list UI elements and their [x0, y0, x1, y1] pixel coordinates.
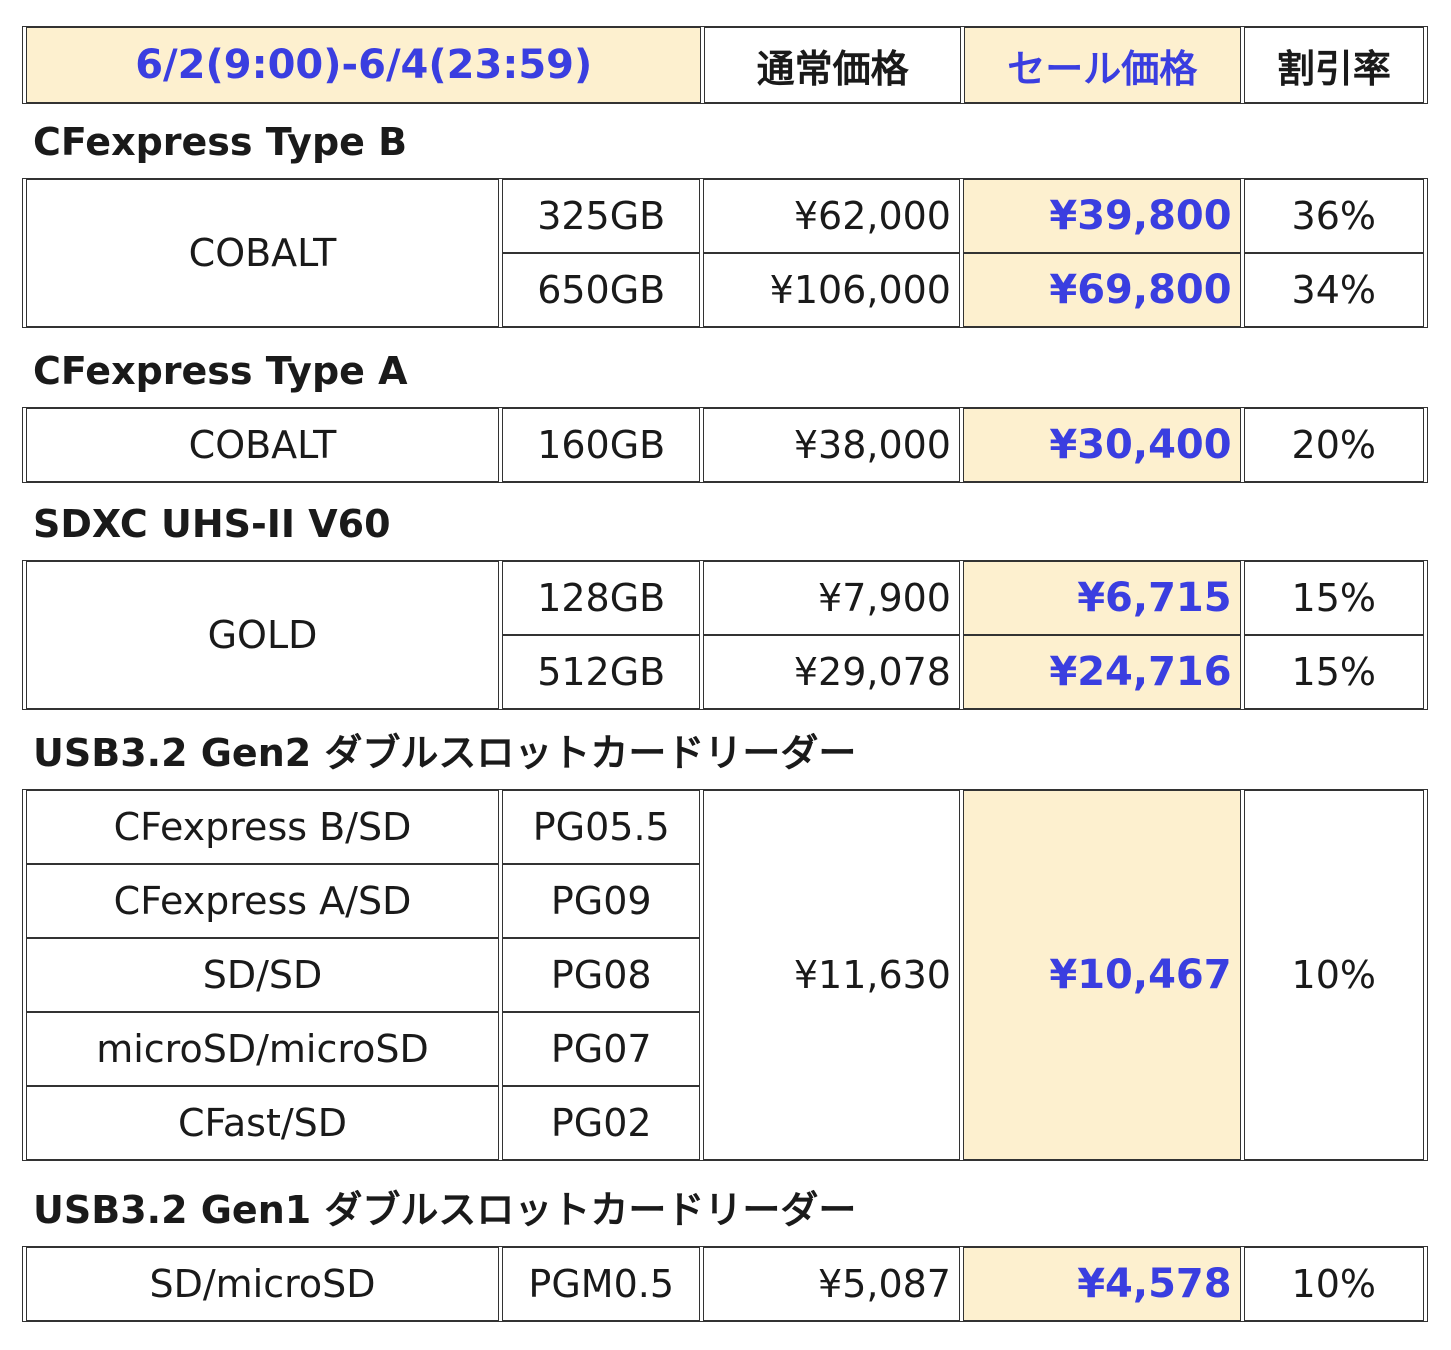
discount: 20%: [1243, 408, 1424, 482]
regular-price: ¥11,630: [703, 790, 960, 1160]
section-title-sdxc: SDXC UHS-II V60: [33, 502, 391, 546]
table-gen1-reader: SD/microSD PGM0.5 ¥5,087 ¥4,578 10%: [22, 1246, 1428, 1322]
product-name: GOLD: [26, 561, 500, 709]
table-row: microSD/microSD PG07: [26, 1012, 1424, 1086]
sale-price: ¥6,715: [962, 561, 1241, 635]
reader-type: microSD/microSD: [26, 1012, 500, 1086]
sale-price: ¥30,400: [962, 408, 1241, 482]
table-row: CFexpress B/SD PG05.5 ¥11,630 ¥10,467 10…: [26, 790, 1424, 1160]
sale-price: ¥24,716: [962, 635, 1241, 709]
table-row: SD/SD PG08: [26, 938, 1424, 1012]
regular-price: ¥62,000: [703, 179, 960, 253]
reader-type: CFexpress A/SD: [26, 864, 500, 938]
model: PG05.5: [502, 790, 701, 864]
header-sale-price: セール価格: [963, 27, 1241, 103]
sale-period: 6/2(9:00)-6/4(23:59): [26, 27, 702, 103]
model: PGM0.5: [502, 1247, 701, 1321]
section-title-cfexpress-b: CFexpress Type B: [33, 120, 408, 164]
discount: 15%: [1243, 561, 1424, 635]
section-title-gen1-reader: USB3.2 Gen1 ダブルスロットカードリーダー: [33, 1188, 857, 1232]
model: PG02: [502, 1086, 701, 1160]
table-row: COBALT 160GB ¥38,000 ¥30,400 20%: [26, 408, 1424, 482]
table-row: COBALT 325GB ¥62,000 ¥39,800 36%: [26, 179, 1424, 327]
header-discount-rate: 割引率: [1243, 27, 1424, 103]
model: PG07: [502, 1012, 701, 1086]
product-name: COBALT: [26, 179, 500, 327]
regular-price: ¥5,087: [703, 1247, 960, 1321]
table-gen2-reader: CFexpress B/SD PG05.5 ¥11,630 ¥10,467 10…: [22, 789, 1428, 1161]
table-row: CFast/SD PG02: [26, 1086, 1424, 1160]
reader-type: CFast/SD: [26, 1086, 500, 1160]
capacity: 650GB: [502, 253, 701, 327]
regular-price: ¥38,000: [703, 408, 960, 482]
table-row: SD/microSD PGM0.5 ¥5,087 ¥4,578 10%: [26, 1247, 1424, 1321]
product-name: COBALT: [26, 408, 500, 482]
section-title-cfexpress-a: CFexpress Type A: [33, 349, 408, 393]
sale-price: ¥10,467: [962, 790, 1241, 1160]
table-cfexpress-b: COBALT 325GB ¥62,000 ¥39,800 36% 650GB ¥…: [22, 178, 1428, 328]
header-table: 6/2(9:00)-6/4(23:59) 通常価格 セール価格 割引率: [22, 26, 1428, 104]
reader-type: SD/microSD: [26, 1247, 500, 1321]
sale-price: ¥4,578: [962, 1247, 1241, 1321]
section-title-gen2-reader: USB3.2 Gen2 ダブルスロットカードリーダー: [33, 731, 857, 775]
regular-price: ¥7,900: [703, 561, 960, 635]
sale-price: ¥39,800: [962, 179, 1241, 253]
capacity: 160GB: [502, 408, 701, 482]
regular-price: ¥29,078: [703, 635, 960, 709]
sale-price: ¥69,800: [962, 253, 1241, 327]
model: PG09: [502, 864, 701, 938]
table-row: 650GB ¥106,000 ¥69,800 34%: [26, 253, 1424, 327]
table-row: GOLD 128GB ¥7,900 ¥6,715 15%: [26, 561, 1424, 709]
reader-type: CFexpress B/SD: [26, 790, 500, 864]
regular-price: ¥106,000: [703, 253, 960, 327]
model: PG08: [502, 938, 701, 1012]
header-regular-price: 通常価格: [704, 27, 961, 103]
table-sdxc: GOLD 128GB ¥7,900 ¥6,715 15% 512GB ¥29,0…: [22, 560, 1428, 710]
capacity: 128GB: [502, 561, 701, 635]
table-row: CFexpress A/SD PG09: [26, 864, 1424, 938]
capacity: 512GB: [502, 635, 701, 709]
capacity: 325GB: [502, 179, 701, 253]
discount: 36%: [1243, 179, 1424, 253]
table-cfexpress-a: COBALT 160GB ¥38,000 ¥30,400 20%: [22, 407, 1428, 483]
table-row: 512GB ¥29,078 ¥24,716 15%: [26, 635, 1424, 709]
discount: 10%: [1243, 790, 1424, 1160]
discount: 34%: [1243, 253, 1424, 327]
discount: 15%: [1243, 635, 1424, 709]
discount: 10%: [1243, 1247, 1424, 1321]
reader-type: SD/SD: [26, 938, 500, 1012]
